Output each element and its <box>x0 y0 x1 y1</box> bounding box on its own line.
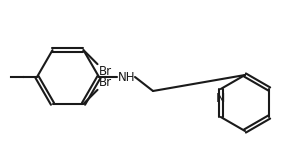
Text: Br: Br <box>99 65 112 78</box>
Text: Br: Br <box>99 76 112 89</box>
Text: N: N <box>216 92 226 105</box>
Text: NH: NH <box>118 71 136 83</box>
